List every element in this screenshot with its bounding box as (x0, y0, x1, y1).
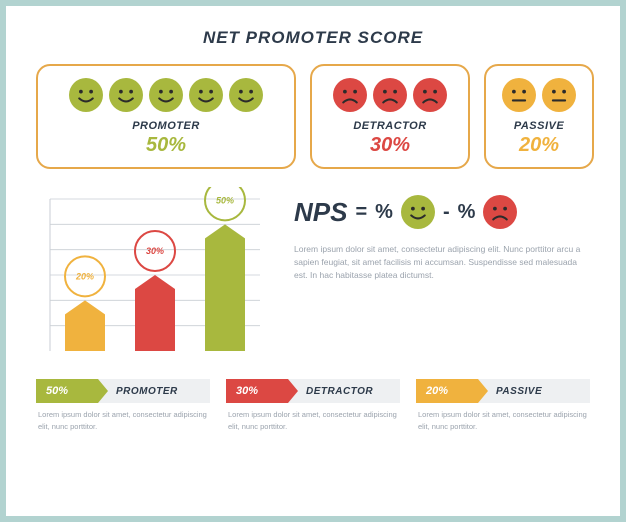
passive-faces (502, 78, 576, 112)
formula-area: NPS = % - % Lorem ipsum dolor sit amet, … (294, 187, 590, 357)
promoter-strip-label: PROMOTER (98, 379, 210, 403)
passive-lorem: Lorem ipsum dolor sit amet, consectetur … (416, 409, 590, 432)
svg-text:20%: 20% (75, 271, 94, 281)
passive-strip-label: PASSIVE (478, 379, 590, 403)
strips-row: 50% PROMOTER Lorem ipsum dolor sit amet,… (36, 379, 590, 432)
happy-face-icon (69, 78, 103, 112)
nps-text: NPS (294, 197, 347, 228)
promoter-lorem: Lorem ipsum dolor sit amet, consectetur … (36, 409, 210, 432)
nps-formula: NPS = % - % (294, 195, 590, 229)
sad-face-icon (483, 195, 517, 229)
middle-row: 20% 30% 50% NPS = % - % Lorem ipsum dolor … (36, 187, 590, 357)
page-title: NET PROMOTER SCORE (36, 28, 590, 48)
bar-chart: 20% 30% 50% (36, 187, 266, 357)
svg-text:50%: 50% (216, 195, 234, 205)
equals-sign: = (355, 201, 367, 224)
card-promoter: PROMOTER 50% (36, 64, 296, 169)
strip-detractor: 30% DETRACTOR Lorem ipsum dolor sit amet… (226, 379, 400, 432)
passive-arrow-pct: 20% (426, 385, 448, 397)
detractor-arrow-pct: 30% (236, 385, 258, 397)
sad-face-icon (373, 78, 407, 112)
detractor-label: DETRACTOR (353, 120, 426, 132)
strip-promoter: 50% PROMOTER Lorem ipsum dolor sit amet,… (36, 379, 210, 432)
sad-face-icon (413, 78, 447, 112)
promoter-arrow: 50% (36, 379, 98, 403)
cards-row: PROMOTER 50% DETRACTOR 30% PASSIVE 20% (36, 64, 590, 169)
sad-face-icon (333, 78, 367, 112)
svg-text:30%: 30% (146, 246, 164, 256)
neutral-face-icon (502, 78, 536, 112)
chart-svg: 20% 30% 50% (36, 187, 266, 357)
minus-sign: - (443, 201, 450, 224)
neutral-face-icon (542, 78, 576, 112)
happy-face-icon (149, 78, 183, 112)
lorem-text: Lorem ipsum dolor sit amet, consectetur … (294, 243, 590, 283)
happy-face-icon (109, 78, 143, 112)
passive-label: PASSIVE (514, 120, 564, 132)
detractor-lorem: Lorem ipsum dolor sit amet, consectetur … (226, 409, 400, 432)
promoter-arrow-pct: 50% (46, 385, 68, 397)
strip-passive: 20% PASSIVE Lorem ipsum dolor sit amet, … (416, 379, 590, 432)
happy-face-icon (229, 78, 263, 112)
detractor-pct: 30% (370, 134, 410, 157)
happy-face-icon (189, 78, 223, 112)
detractor-arrow: 30% (226, 379, 288, 403)
promoter-faces (69, 78, 263, 112)
detractor-faces (333, 78, 447, 112)
promoter-label: PROMOTER (132, 120, 200, 132)
card-passive: PASSIVE 20% (484, 64, 594, 169)
pct-sign-1: % (375, 201, 393, 224)
pct-sign-2: % (458, 201, 476, 224)
passive-pct: 20% (519, 134, 559, 157)
detractor-strip-label: DETRACTOR (288, 379, 400, 403)
passive-arrow: 20% (416, 379, 478, 403)
card-detractor: DETRACTOR 30% (310, 64, 470, 169)
promoter-pct: 50% (146, 134, 186, 157)
happy-face-icon (401, 195, 435, 229)
